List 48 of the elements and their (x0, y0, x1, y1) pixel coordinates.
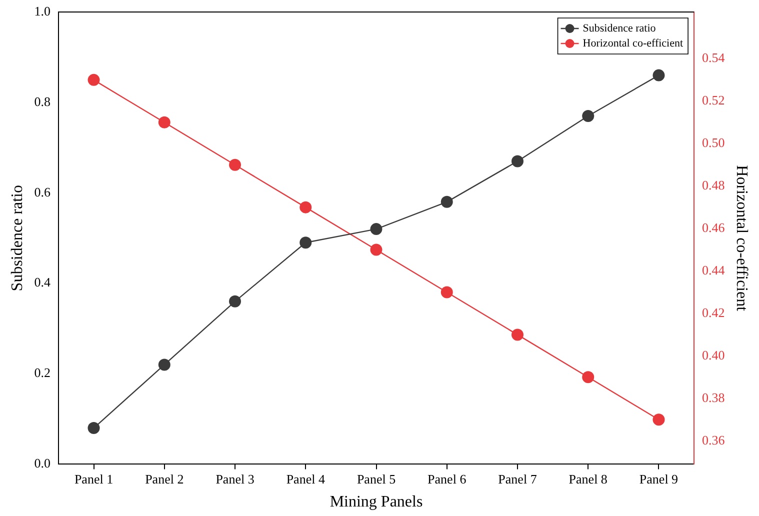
point (158, 116, 170, 128)
y2-tick-label: 0.40 (702, 347, 725, 362)
x-axis-title: Mining Panels (330, 494, 423, 511)
y-tick-label: 0.8 (34, 94, 50, 109)
y-tick-label: 0.4 (34, 274, 51, 290)
x-tick-label: Panel 6 (428, 471, 467, 486)
point (652, 414, 665, 426)
y-axis-title: Subsidence ratio (8, 185, 26, 292)
legend-label: Horizontal co-efficient (582, 37, 684, 50)
x-tick-label: Panel 3 (216, 471, 254, 486)
point (300, 201, 312, 214)
point (511, 155, 524, 168)
point (229, 295, 242, 308)
point (300, 236, 312, 249)
point (582, 110, 594, 122)
point (652, 69, 665, 82)
y2-tick-label: 0.50 (702, 135, 725, 150)
point (511, 328, 524, 341)
y2-tick-label: 0.52 (702, 92, 725, 108)
x-tick-label: Panel 9 (639, 471, 678, 486)
y2-tick-label: 0.42 (702, 304, 725, 320)
point (440, 286, 453, 298)
point (370, 223, 382, 236)
y2-tick-label: 0.36 (702, 432, 726, 448)
y2-tick-label: 0.46 (702, 220, 726, 235)
point (88, 74, 100, 86)
x-tick-label: Panel 2 (145, 471, 184, 486)
y2-tick-label: 0.48 (702, 178, 725, 193)
point (158, 358, 170, 371)
legend-label: Subsidence ratio (582, 22, 656, 34)
y2-tick-label: 0.44 (702, 262, 726, 278)
x-tick-label: Panel 1 (74, 471, 114, 486)
point (440, 196, 453, 208)
point (582, 371, 594, 384)
y-tick-label: 0.2 (34, 365, 50, 380)
y-tick-label: 0.0 (34, 456, 50, 471)
point (88, 422, 100, 434)
y2-tick-label: 0.54 (702, 50, 726, 66)
y-tick-label: 0.6 (34, 184, 51, 200)
y2-tick-label: 0.38 (702, 390, 725, 405)
y-tick-label: 1.0 (34, 3, 50, 18)
x-tick-label: Panel 4 (286, 471, 326, 486)
point (229, 158, 242, 171)
y2-axis-title: Horizontal co-efficient (733, 165, 750, 312)
point (370, 244, 382, 256)
x-tick-label: Panel 8 (568, 471, 608, 486)
x-tick-label: Panel 7 (498, 471, 538, 486)
x-tick-label: Panel 5 (356, 471, 396, 486)
